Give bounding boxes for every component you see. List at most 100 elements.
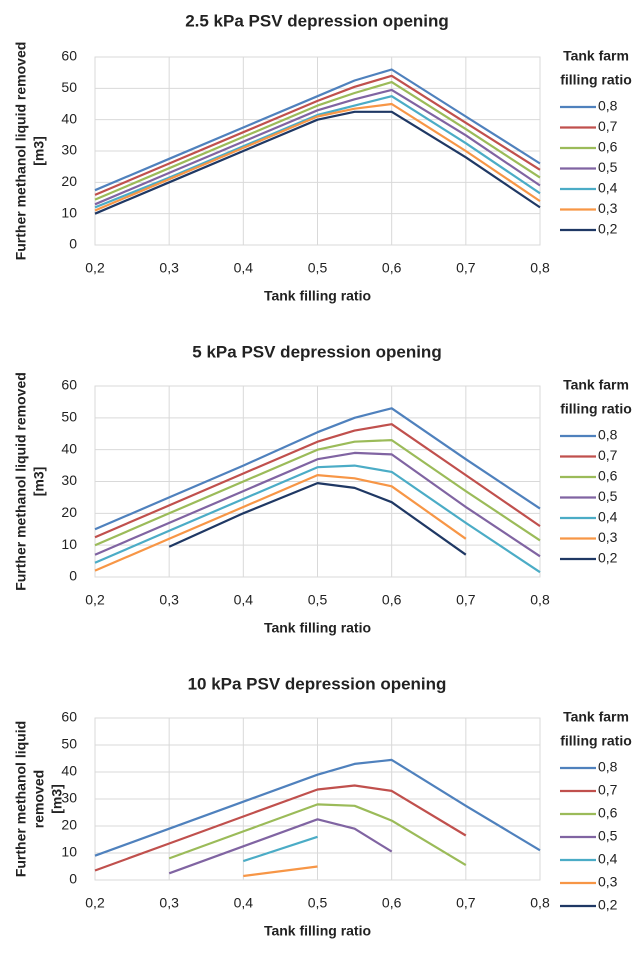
y-tick-label: 40 [61,110,77,126]
legend-label: 0,5 [598,828,618,844]
legend-label: 0,8 [598,98,618,114]
y-tick-label: 0 [69,568,77,584]
chart: 5 kPa PSV depression opening 0 10 20 30 40 50 6… [13,342,632,635]
chart-title: 10 kPa PSV depression opening [188,674,447,693]
y-tick-label: 40 [61,440,77,456]
y-axis-label: Further methanol liquid removed [13,372,29,591]
chart: 2.5 kPa PSV depression opening 0 10 20 30 40 5… [13,11,632,303]
y-tick-label: 10 [61,204,77,220]
y-axis-label: [m3] [31,467,47,497]
series-line [94,102,541,212]
y-tick-label: 10 [61,536,77,552]
series-line [94,110,541,215]
x-tick-label: 0,2 [85,260,105,276]
y-tick-label: 60 [61,709,77,725]
y-tick-label: 50 [61,409,77,425]
series-line [94,451,541,558]
plot-border [94,56,541,246]
legend-label: 0,7 [598,447,618,463]
series-line [243,865,318,878]
y-tick-label: 20 [61,817,77,833]
x-axis-label: Tank filling ratio [264,620,371,636]
series-line [94,784,467,872]
legend-title: Tank farm [563,48,629,64]
x-tick-label: 0,7 [456,260,476,276]
legend-label: 0,4 [598,180,618,196]
series-line [94,439,541,547]
y-axis-label: removed [31,770,47,828]
plot-border [94,717,541,881]
series-line [94,758,541,857]
x-tick-label: 0,2 [85,592,105,608]
series-line [94,423,541,539]
series-line [94,464,541,574]
y-axis-label: [m3] [31,136,47,166]
x-tick-label: 0,5 [308,592,328,608]
legend-label: 0,7 [598,118,618,134]
x-tick-label: 0,2 [85,895,105,911]
series-line [94,407,541,531]
x-axis-label: Tank filling ratio [264,923,371,939]
legend-label: 0,2 [598,897,618,913]
y-tick-label: 20 [61,173,77,189]
legend-label: 0,3 [598,874,618,890]
legend-label: 0,6 [598,805,618,821]
y-tick-label: 10 [61,844,77,860]
x-tick-label: 0,6 [382,260,402,276]
x-tick-label: 0,3 [159,260,179,276]
legend-label: 0,7 [598,782,618,798]
y-axis-label: Further methanol liquid removed [13,42,29,261]
series-line [168,482,467,556]
y-tick-label: 60 [61,377,77,393]
legend-label: 0,3 [598,200,618,216]
y-tick-label: 30 [61,472,77,488]
x-tick-label: 0,5 [308,260,328,276]
y-tick-label: 30 [61,142,77,158]
legend-label: 0,2 [598,221,618,237]
legend-label: 0,5 [598,488,618,504]
chart-title: 2.5 kPa PSV depression opening [185,11,449,30]
x-tick-label: 0,3 [159,592,179,608]
x-tick-label: 0,8 [530,260,550,276]
y-tick-label: 20 [61,504,77,520]
legend-title: Tank farm [563,377,629,393]
series-line [94,95,541,209]
y-tick-label: 0 [69,871,77,887]
y-axis-label: Further methanol liquid [13,721,29,877]
y-tick-label: 50 [61,79,77,95]
legend-title: filling ratio [560,733,632,749]
x-tick-label: 0,4 [234,260,254,276]
series-line [242,835,318,863]
chart-title: 5 kPa PSV depression opening [192,342,441,361]
legend-label: 0,3 [598,529,618,545]
series-line [168,818,393,875]
series-line [94,74,541,196]
x-axis-label: Tank filling ratio [264,288,371,304]
legend-label: 0,8 [598,759,618,775]
chart: 10 kPa PSV depression opening 0 10 20 30 40 50… [13,674,632,938]
y-axis-label: [m3] [49,784,65,814]
plot-border [94,385,541,578]
x-tick-label: 0,5 [308,895,328,911]
x-tick-label: 0,4 [234,592,254,608]
y-tick-label: 0 [69,236,77,252]
legend-label: 0,6 [598,139,618,155]
x-tick-label: 0,7 [456,592,476,608]
series-line [168,803,467,867]
series-line [94,88,541,206]
x-tick-label: 0,6 [382,592,402,608]
legend-title: Tank farm [563,709,629,725]
y-tick-label: 60 [61,48,77,64]
legend-title: filling ratio [560,401,632,417]
legend-label: 0,4 [598,851,618,867]
legend-title: filling ratio [560,72,632,88]
x-tick-label: 0,8 [530,592,550,608]
legend-label: 0,6 [598,468,618,484]
y-tick-label: 50 [61,736,77,752]
x-tick-label: 0,3 [159,895,179,911]
legend-label: 0,4 [598,509,618,525]
x-tick-label: 0,7 [456,895,476,911]
series-line [94,81,541,201]
x-tick-label: 0,8 [530,895,550,911]
